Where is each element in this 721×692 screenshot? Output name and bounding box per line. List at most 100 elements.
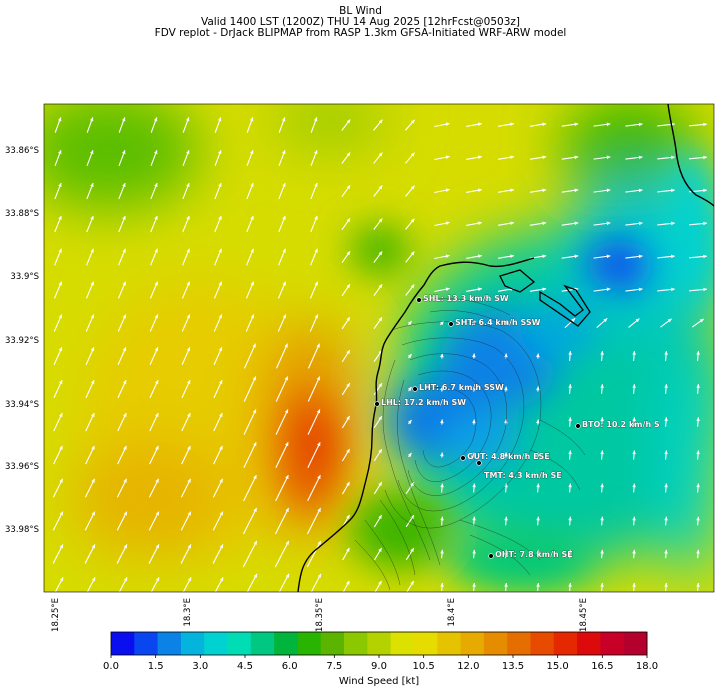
colorbar-tick-label: 13.5: [502, 661, 524, 672]
coastline: [297, 257, 535, 592]
wind-arrow-head: [219, 445, 223, 450]
wind-arrow: [86, 577, 96, 592]
wind-arrow-head: [58, 314, 62, 319]
wind-arrow-head: [477, 287, 482, 292]
wind-arrow-head: [249, 117, 254, 122]
east-coastline: [667, 104, 714, 207]
wind-arrow-head: [346, 448, 350, 453]
wind-arrow-head: [121, 117, 126, 122]
station-marker: [575, 423, 581, 429]
wind-arrow: [212, 544, 224, 564]
wind-arrow-head: [378, 547, 382, 552]
wind-arrow-head: [510, 155, 514, 160]
wind-arrow-head: [504, 452, 508, 457]
wind-arrow-head: [568, 582, 572, 587]
wind-arrow-head: [504, 516, 508, 521]
wind-arrow-head: [606, 254, 611, 259]
colorbar-tick-label: 9.0: [371, 661, 387, 672]
wind-arrow-head: [696, 450, 700, 455]
wind-arrow-head: [568, 351, 572, 355]
wind-arrow-head: [574, 254, 579, 259]
colorbar-tick-label: 1.5: [148, 661, 164, 672]
wind-arrow-head: [252, 409, 257, 414]
wind-arrow-head: [154, 347, 159, 352]
wind-arrow-head: [219, 544, 223, 549]
wind-arrow-head: [123, 544, 127, 549]
colorbar-segment: [111, 632, 135, 655]
wind-arrow-head: [638, 254, 643, 259]
wind-arrow-head: [346, 383, 350, 388]
wind-arrow-head: [510, 254, 514, 259]
wind-arrow-head: [253, 573, 258, 578]
wind-arrow-head: [282, 215, 286, 220]
wind-arrow-head: [504, 386, 508, 391]
wind-arrow-head: [219, 412, 223, 417]
wind-arrow-head: [632, 450, 636, 455]
wind-arrow-head: [90, 380, 95, 385]
wind-arrow-head: [638, 188, 643, 193]
wind-arrow-head: [91, 511, 95, 516]
wind-arrow-head: [282, 183, 286, 188]
wind-arrow-head: [122, 380, 127, 385]
colorbar-segment: [390, 632, 415, 655]
wind-arrow-head: [186, 347, 191, 352]
wind-arrow-head: [542, 122, 547, 127]
wind-arrow: [243, 376, 257, 402]
wind-arrow-head: [632, 417, 636, 422]
colorbar-tick-label: 0.0: [103, 661, 119, 672]
station-marker: [416, 297, 422, 303]
wind-arrow-head: [696, 417, 700, 422]
wind-arrow-head: [504, 419, 508, 424]
wind-arrow-head: [154, 248, 158, 253]
wind-arrow-head: [285, 573, 290, 578]
wind-arrow: [54, 577, 64, 592]
wind-arrow-head: [89, 117, 94, 122]
wind-arrow: [307, 442, 321, 468]
wind-arrow: [118, 577, 128, 592]
wind-arrow-head: [603, 318, 608, 323]
wind-arrow-head: [284, 343, 288, 348]
wind-arrow-head: [445, 221, 450, 225]
wind-arrow-head: [90, 347, 95, 352]
wind-arrow-head: [378, 416, 382, 421]
wind-arrow-head: [600, 417, 604, 422]
breakwater: [499, 269, 591, 327]
wind-arrow-head: [253, 540, 257, 545]
wind-arrow-head: [378, 383, 382, 388]
wind-arrow-head: [378, 580, 382, 585]
colorbar-segment: [344, 632, 368, 655]
wind-arrow: [275, 409, 289, 435]
wind-arrow-head: [314, 183, 318, 188]
wind-arrow-head: [410, 152, 415, 157]
wind-arrow: [274, 507, 290, 535]
wind-arrow-head: [378, 317, 383, 322]
wind-arrow-head: [670, 221, 675, 226]
colorbar-tick-label: 18.0: [636, 661, 658, 672]
wind-arrow-head: [346, 547, 350, 552]
wind-arrow-head: [154, 150, 158, 155]
wind-arrow-head: [410, 218, 415, 223]
wind-arrow-head: [155, 412, 159, 417]
wind-arrow-head: [542, 221, 547, 226]
wind-arrow-head: [472, 353, 476, 358]
colorbar-segment: [320, 632, 345, 655]
wind-arrow-head: [632, 549, 636, 554]
wind-arrow: [150, 577, 160, 592]
wind-arrow-head: [407, 452, 412, 457]
wind-arrow-head: [155, 577, 160, 582]
wind-arrow-head: [58, 380, 63, 385]
colorbar-segment: [623, 632, 648, 655]
wind-arrow: [275, 376, 289, 402]
wind-arrows: [52, 117, 707, 592]
wind-arrow-head: [504, 582, 508, 587]
wind-arrow-head: [410, 251, 415, 256]
station-marker: [412, 386, 418, 392]
wind-arrow-head: [252, 442, 257, 447]
colorbar-segment: [367, 632, 392, 655]
wind-arrow-head: [574, 188, 579, 193]
wind-arrow-head: [574, 122, 579, 127]
latitude-axis: 33.86°S 33.88°S 33.9°S 33.92°S 33.94°S 33.96°…: [5, 146, 39, 535]
lat-tick-label: 33.98°S: [5, 525, 39, 535]
colorbar-tick-label: 7.5: [326, 661, 342, 672]
